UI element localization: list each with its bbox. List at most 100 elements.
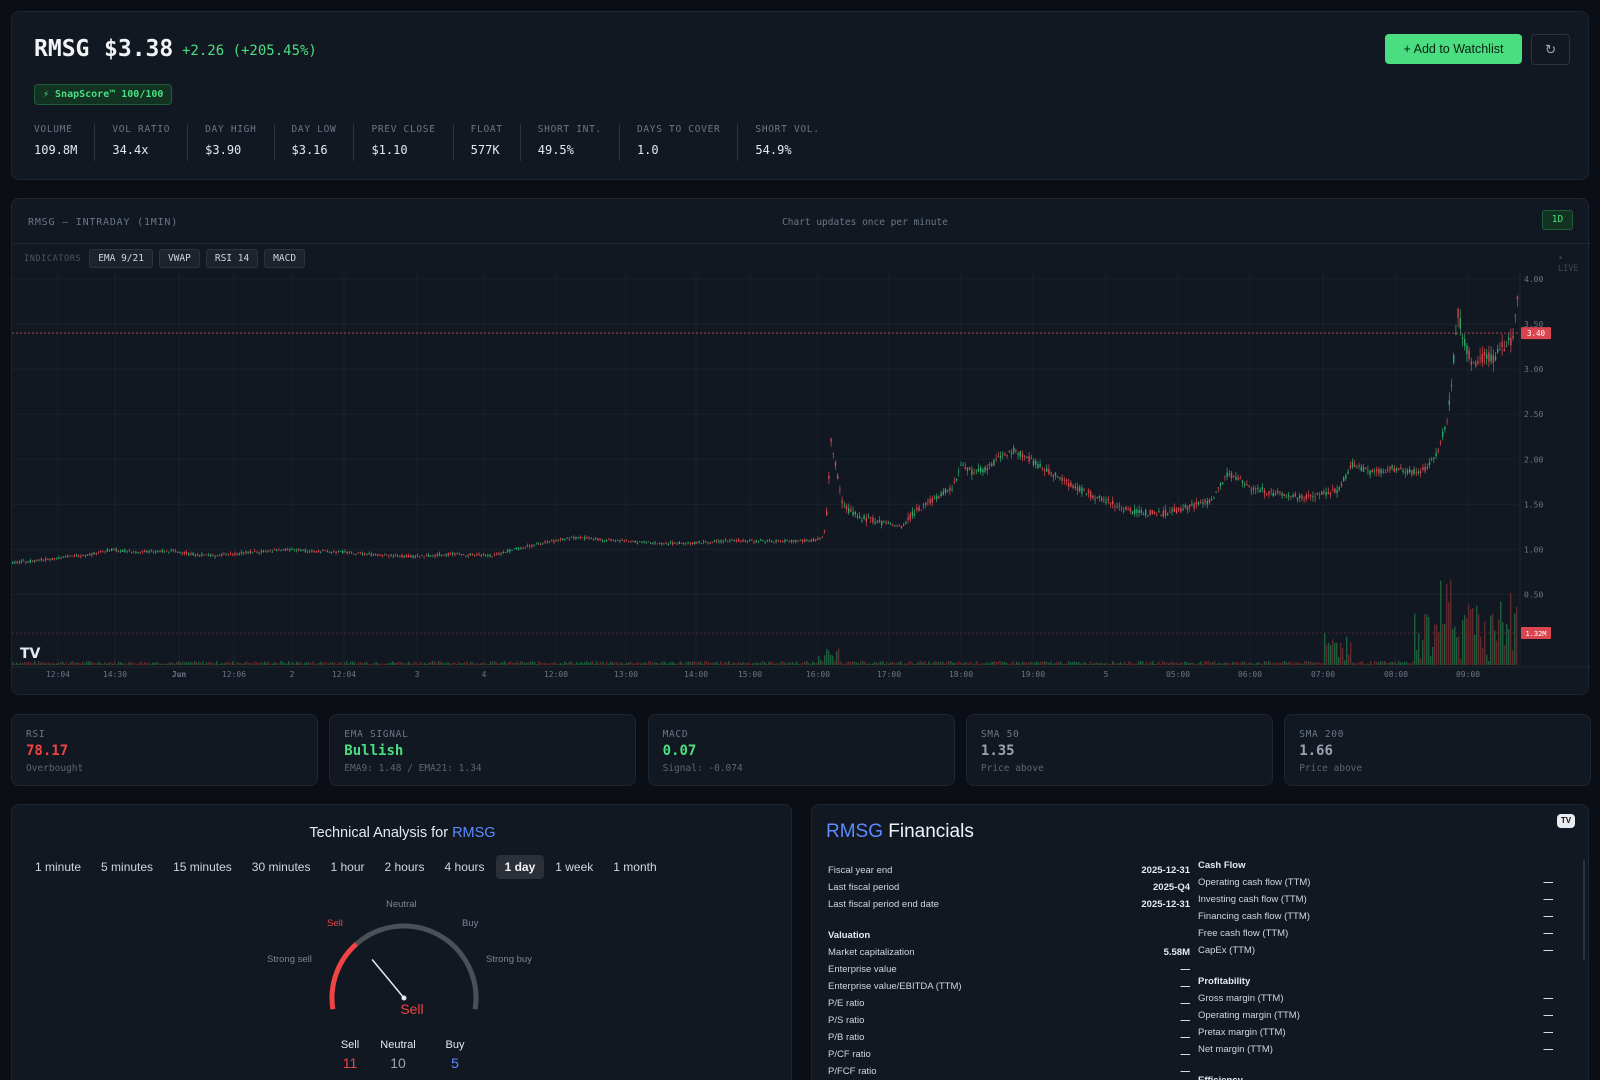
profitability-label: Net margin (TTM): [1198, 1044, 1273, 1055]
candle-body: [1094, 498, 1096, 500]
volume-bar: [134, 663, 136, 665]
scrollbar[interactable]: [1583, 860, 1585, 960]
candle-body: [1464, 338, 1466, 347]
x-tick-label: 14:30: [103, 670, 127, 679]
candle-body: [18, 562, 20, 563]
tab-1-day[interactable]: 1 day: [495, 855, 545, 879]
valuation-label: Enterprise value/EBITDA (TTM): [828, 981, 962, 992]
indicator-card-label: SMA 200: [1299, 729, 1345, 740]
volume-bar: [1132, 663, 1134, 665]
volume-bar: [348, 663, 350, 665]
volume-bar: [1000, 661, 1002, 665]
volume-bar: [976, 661, 978, 665]
candle-body: [755, 540, 757, 542]
tab-30-minutes[interactable]: 30 minutes: [251, 860, 311, 874]
profitability-section-title: Profitability: [1198, 976, 1251, 987]
volume-bar: [230, 662, 232, 665]
candle-body: [691, 542, 694, 544]
technical-analysis-ticker-link[interactable]: RMSG: [452, 825, 496, 841]
volume-bar: [1150, 662, 1152, 665]
volume-bar: [502, 662, 504, 665]
volume-bar: [24, 662, 26, 665]
tradingview-logo-icon[interactable]: TV: [1557, 814, 1575, 828]
volume-bar: [656, 662, 658, 665]
volume-bar: [1482, 647, 1484, 665]
volume-bar: [988, 663, 990, 665]
tab-2-hours[interactable]: 2 hours: [384, 860, 425, 874]
volume-bar: [1174, 662, 1176, 665]
indicator-vwap-button[interactable]: VWAP: [158, 249, 200, 268]
candle-body: [863, 515, 865, 520]
candle-body: [942, 491, 944, 495]
volume-bar: [1218, 662, 1220, 665]
volume-bar: [1436, 624, 1438, 665]
candle-body: [130, 551, 133, 553]
candle-body: [405, 555, 408, 558]
candle-body: [650, 543, 652, 545]
volume-bar: [994, 661, 996, 665]
volume-bar: [206, 662, 208, 665]
volume-bar: [800, 663, 802, 665]
candle-body: [544, 541, 546, 544]
volume-bar: [1340, 643, 1342, 665]
add-to-watchlist-button[interactable]: + Add to Watchlist: [1385, 34, 1522, 64]
volume-bar: [592, 661, 594, 665]
tradingview-logo-icon: TV: [20, 646, 41, 662]
volume-bar: [446, 662, 448, 665]
volume-bar: [730, 663, 732, 665]
tab-1-week[interactable]: 1 week: [555, 860, 594, 874]
candle-body: [1107, 498, 1109, 501]
volume-bar: [120, 662, 122, 665]
x-tick-label: 12:04: [332, 670, 356, 679]
volume-bar: [1266, 661, 1268, 665]
volume-bar: [828, 650, 830, 665]
volume-bar: [192, 662, 194, 665]
refresh-button[interactable]: ↻: [1531, 34, 1570, 65]
indicator-macd-button[interactable]: MACD: [264, 249, 306, 268]
candle-body: [685, 543, 687, 545]
candle-body: [1336, 489, 1338, 494]
candle-body: [971, 469, 973, 475]
candle-body: [779, 540, 782, 542]
stat-label: FLOAT: [470, 124, 503, 135]
candle-body: [1334, 488, 1336, 493]
indicator-ema-button[interactable]: EMA 9/21: [89, 249, 153, 268]
tab-4-hours[interactable]: 4 hours: [444, 860, 485, 874]
candle-body: [848, 507, 850, 513]
timeframe-1d-button[interactable]: 1D: [1542, 210, 1573, 230]
candle-body: [1127, 508, 1129, 510]
candle-body: [775, 540, 777, 542]
candle-body: [443, 554, 445, 556]
candle-body: [333, 551, 335, 553]
volume-bar: [660, 662, 662, 665]
tab-1-month[interactable]: 1 month: [613, 860, 657, 874]
candle-body: [139, 552, 141, 554]
candle-body: [1512, 335, 1514, 339]
volume-bar: [1328, 642, 1330, 665]
volume-bar: [1056, 661, 1058, 665]
volume-bar: [644, 662, 646, 665]
candle-body: [1246, 484, 1248, 486]
volume-bar: [884, 663, 886, 665]
indicator-rsi-button[interactable]: RSI 14: [205, 249, 259, 268]
profitability-row: Operating margin (TTM) —: [1198, 1007, 1553, 1024]
tab-15-minutes[interactable]: 15 minutes: [173, 860, 232, 874]
tab-1-minute[interactable]: 1 minute: [35, 860, 82, 874]
volume-bar: [598, 663, 600, 665]
volume-bar: [542, 662, 544, 665]
candle-body: [1158, 511, 1160, 512]
candle-body: [1442, 431, 1444, 438]
tab-1-hour[interactable]: 1 hour: [330, 860, 365, 874]
gauge-hub: [401, 995, 407, 1001]
candle-body: [551, 540, 553, 542]
candle-body: [1516, 296, 1519, 300]
candle-body: [1138, 509, 1140, 514]
volume-bar: [36, 663, 38, 665]
tab-5-minutes[interactable]: 5 minutes: [101, 860, 154, 874]
financials-ticker-link[interactable]: RMSG: [826, 821, 883, 842]
candle-body: [355, 553, 357, 555]
volume-bar: [20, 662, 22, 665]
candle-body: [1244, 483, 1246, 485]
candle-body: [856, 516, 859, 518]
